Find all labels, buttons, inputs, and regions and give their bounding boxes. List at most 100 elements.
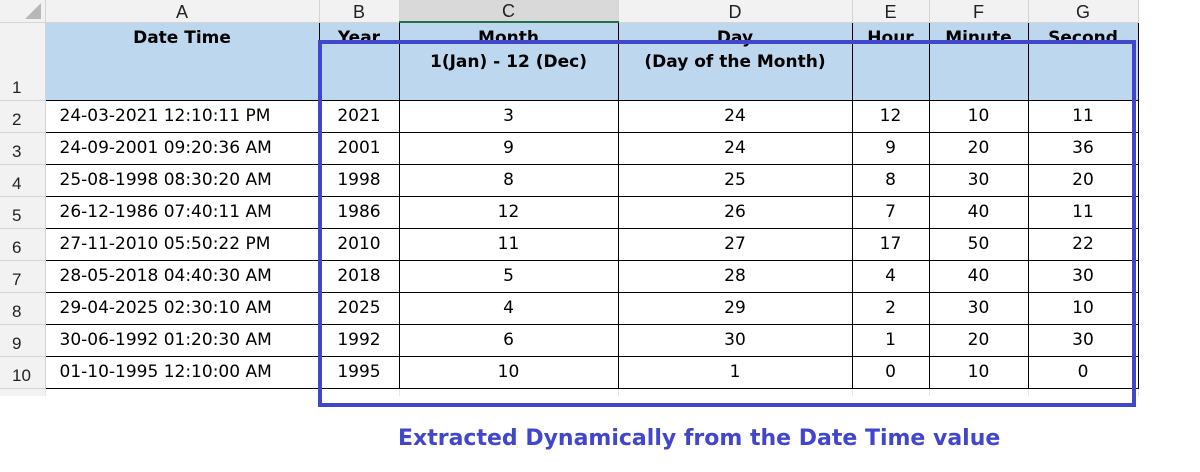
cell-b3[interactable]: 2001 bbox=[318, 131, 400, 165]
row-header-1[interactable]: 1 bbox=[0, 22, 46, 101]
cell-e8[interactable]: 2 bbox=[851, 291, 930, 325]
cell-f5[interactable]: 40 bbox=[928, 195, 1029, 229]
cell-b8[interactable]: 2025 bbox=[318, 291, 400, 325]
cell-g1[interactable]: Second bbox=[1027, 21, 1139, 101]
cell-c9[interactable]: 6 bbox=[398, 323, 619, 357]
cell-a10[interactable]: 01-10-1995 12:10:00 AM bbox=[44, 355, 320, 389]
cell-c2[interactable]: 3 bbox=[398, 99, 619, 133]
cell-f6[interactable]: 50 bbox=[928, 227, 1029, 261]
cell-b2[interactable]: 2021 bbox=[318, 99, 400, 133]
column-header-g[interactable]: G bbox=[1028, 0, 1139, 23]
cell-g2[interactable]: 11 bbox=[1027, 99, 1139, 133]
cell-a5[interactable]: 26-12-1986 07:40:11 AM bbox=[44, 195, 320, 229]
cell-c10[interactable]: 10 bbox=[398, 355, 619, 389]
cell-b10[interactable]: 1995 bbox=[318, 355, 400, 389]
cell-b6[interactable]: 2010 bbox=[318, 227, 400, 261]
row-header-8[interactable]: 8 bbox=[0, 292, 46, 325]
cell-e9[interactable]: 1 bbox=[851, 323, 930, 357]
cell-e2[interactable]: 12 bbox=[851, 99, 930, 133]
row-header-6[interactable]: 6 bbox=[0, 228, 46, 261]
cell-c5[interactable]: 12 bbox=[398, 195, 619, 229]
cell-g4[interactable]: 20 bbox=[1027, 163, 1139, 197]
cell-d3[interactable]: 24 bbox=[617, 131, 853, 165]
cell-f8[interactable]: 30 bbox=[928, 291, 1029, 325]
cell-f11[interactable] bbox=[929, 388, 1029, 396]
cell-b7[interactable]: 2018 bbox=[318, 259, 400, 293]
cell-f7[interactable]: 40 bbox=[928, 259, 1029, 293]
cell-d9[interactable]: 30 bbox=[617, 323, 853, 357]
cell-e10[interactable]: 0 bbox=[851, 355, 930, 389]
column-header-d[interactable]: D bbox=[618, 0, 853, 23]
cell-g3[interactable]: 36 bbox=[1027, 131, 1139, 165]
cell-g8[interactable]: 10 bbox=[1027, 291, 1139, 325]
cell-e5[interactable]: 7 bbox=[851, 195, 930, 229]
cell-d8[interactable]: 29 bbox=[617, 291, 853, 325]
row-header-5[interactable]: 5 bbox=[0, 196, 46, 229]
spreadsheet: A B C D E F G 1 Date Time Year Month 1(J… bbox=[0, 0, 1139, 396]
cell-d4[interactable]: 25 bbox=[617, 163, 853, 197]
cell-d2[interactable]: 24 bbox=[617, 99, 853, 133]
cell-d7[interactable]: 28 bbox=[617, 259, 853, 293]
column-header-b[interactable]: B bbox=[319, 0, 400, 23]
select-all-corner[interactable] bbox=[0, 0, 46, 23]
cell-g9[interactable]: 30 bbox=[1027, 323, 1139, 357]
cell-b4[interactable]: 1998 bbox=[318, 163, 400, 197]
cell-a11[interactable] bbox=[45, 388, 320, 396]
cell-f2[interactable]: 10 bbox=[928, 99, 1029, 133]
cell-g11[interactable] bbox=[1028, 388, 1139, 396]
cell-a8[interactable]: 29-04-2025 02:30:10 AM bbox=[44, 291, 320, 325]
cell-e1[interactable]: Hour bbox=[851, 21, 930, 101]
cell-f10[interactable]: 10 bbox=[928, 355, 1029, 389]
column-header-c[interactable]: C bbox=[399, 0, 619, 23]
cell-a3[interactable]: 24-09-2001 09:20:36 AM bbox=[44, 131, 320, 165]
cell-f9[interactable]: 20 bbox=[928, 323, 1029, 357]
row-header-11[interactable] bbox=[0, 388, 46, 396]
cell-b11[interactable] bbox=[319, 388, 400, 396]
cell-c11[interactable] bbox=[399, 388, 619, 396]
cell-e6[interactable]: 17 bbox=[851, 227, 930, 261]
cell-b9[interactable]: 1992 bbox=[318, 323, 400, 357]
cell-g6[interactable]: 22 bbox=[1027, 227, 1139, 261]
cell-c8[interactable]: 4 bbox=[398, 291, 619, 325]
cell-f4[interactable]: 30 bbox=[928, 163, 1029, 197]
cell-g7[interactable]: 30 bbox=[1027, 259, 1139, 293]
cell-c6[interactable]: 11 bbox=[398, 227, 619, 261]
cell-c1[interactable]: Month 1(Jan) - 12 (Dec) bbox=[398, 21, 619, 101]
cell-c4[interactable]: 8 bbox=[398, 163, 619, 197]
cell-a1[interactable]: Date Time bbox=[44, 21, 320, 101]
cell-c3[interactable]: 9 bbox=[398, 131, 619, 165]
cell-c7[interactable]: 5 bbox=[398, 259, 619, 293]
cell-f1[interactable]: Minute bbox=[928, 21, 1029, 101]
column-header-a[interactable]: A bbox=[45, 0, 320, 23]
cell-g5[interactable]: 11 bbox=[1027, 195, 1139, 229]
cell-e4[interactable]: 8 bbox=[851, 163, 930, 197]
cell-a9[interactable]: 30-06-1992 01:20:30 AM bbox=[44, 323, 320, 357]
cell-d6[interactable]: 27 bbox=[617, 227, 853, 261]
cell-f3[interactable]: 20 bbox=[928, 131, 1029, 165]
cell-g10[interactable]: 0 bbox=[1027, 355, 1139, 389]
cell-a7[interactable]: 28-05-2018 04:40:30 AM bbox=[44, 259, 320, 293]
column-header-f[interactable]: F bbox=[929, 0, 1029, 23]
row-header-3[interactable]: 3 bbox=[0, 132, 46, 165]
row-header-2[interactable]: 2 bbox=[0, 100, 46, 133]
cell-d10[interactable]: 1 bbox=[617, 355, 853, 389]
row-header-4[interactable]: 4 bbox=[0, 164, 46, 197]
cell-d11[interactable] bbox=[618, 388, 853, 396]
row-header-9[interactable]: 9 bbox=[0, 324, 46, 357]
cell-d5[interactable]: 26 bbox=[617, 195, 853, 229]
header-minute: Minute bbox=[945, 27, 1012, 48]
cell-e7[interactable]: 4 bbox=[851, 259, 930, 293]
cell-b5[interactable]: 1986 bbox=[318, 195, 400, 229]
worksheet-grid: A B C D E F G 1 Date Time Year Month 1(J… bbox=[0, 0, 1139, 396]
row-header-7[interactable]: 7 bbox=[0, 260, 46, 293]
row-header-10[interactable]: 10 bbox=[0, 356, 46, 389]
column-header-e[interactable]: E bbox=[852, 0, 930, 23]
cell-b1[interactable]: Year bbox=[318, 21, 400, 101]
partial-row-11 bbox=[0, 388, 1139, 396]
cell-a2[interactable]: 24-03-2021 12:10:11 PM bbox=[44, 99, 320, 133]
cell-d1[interactable]: Day (Day of the Month) bbox=[617, 21, 853, 101]
cell-a6[interactable]: 27-11-2010 05:50:22 PM bbox=[44, 227, 320, 261]
cell-e3[interactable]: 9 bbox=[851, 131, 930, 165]
cell-a4[interactable]: 25-08-1998 08:30:20 AM bbox=[44, 163, 320, 197]
cell-e11[interactable] bbox=[852, 388, 930, 396]
